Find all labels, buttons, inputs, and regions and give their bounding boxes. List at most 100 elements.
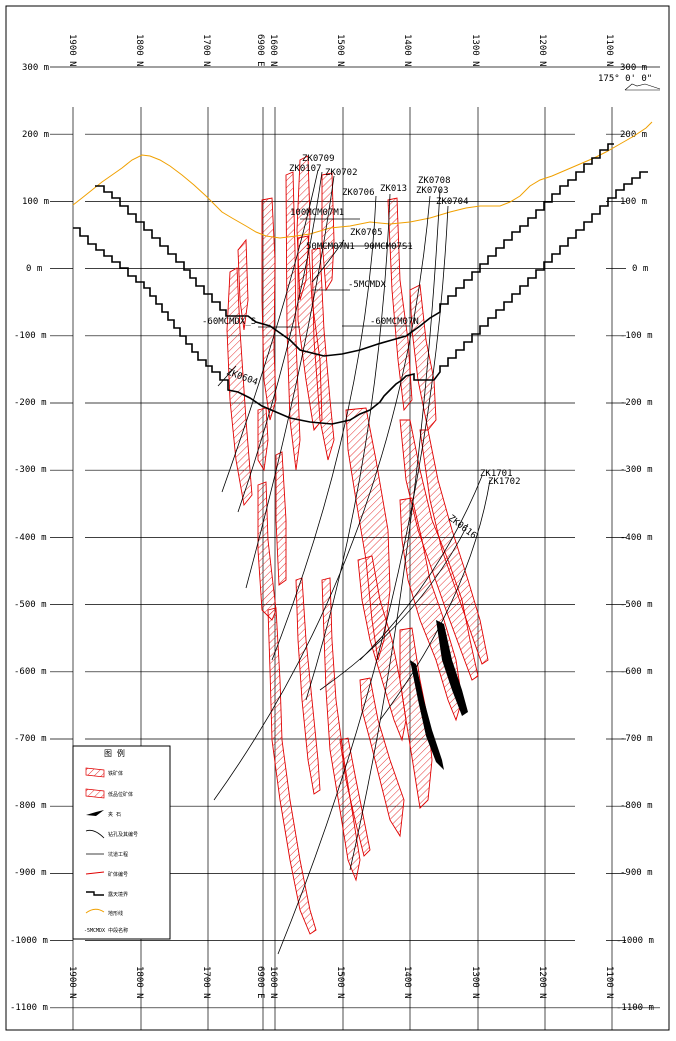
elev-label: -200 m bbox=[14, 398, 47, 408]
drillhole-trace bbox=[277, 205, 449, 955]
pit-outline-lower bbox=[73, 171, 648, 425]
ore-body bbox=[409, 284, 437, 432]
level-lines bbox=[258, 218, 412, 328]
northing-label: 1600 N bbox=[268, 966, 278, 999]
legend-item: 夹 石 bbox=[108, 811, 121, 818]
northing-label: 1500 N bbox=[335, 34, 345, 67]
elev-label: 0 m bbox=[632, 264, 648, 274]
drillhole-label: ZK013 bbox=[380, 184, 407, 194]
legend-swatch-pit bbox=[86, 891, 104, 896]
ore-body bbox=[296, 155, 311, 301]
elev-label: -1000 m bbox=[616, 936, 654, 946]
legend-swatch-lowgrade bbox=[85, 788, 105, 799]
elev-label: -1100 m bbox=[10, 1003, 48, 1013]
ore-body bbox=[257, 407, 269, 472]
elev-label: 300 m bbox=[620, 63, 647, 73]
legend-item: -5MCMDX 中段名称 bbox=[84, 927, 128, 934]
elev-label: -1000 m bbox=[10, 936, 48, 946]
ore-body bbox=[267, 607, 317, 935]
northing-label: 1100 N bbox=[604, 34, 614, 67]
ore-body bbox=[237, 238, 249, 331]
outer-frame bbox=[5, 5, 670, 1031]
drillhole-trace bbox=[245, 175, 335, 589]
ore-body bbox=[321, 577, 361, 882]
drillholes bbox=[213, 169, 491, 955]
elev-label: -800 m bbox=[14, 801, 47, 811]
barren-inclusions bbox=[410, 620, 468, 770]
elev-label: -100 m bbox=[14, 331, 47, 341]
ore-body bbox=[321, 172, 335, 292]
elev-label: -400 m bbox=[620, 533, 653, 543]
legend-swatch-barren bbox=[86, 810, 104, 816]
elev-label: 0 m bbox=[26, 264, 42, 274]
elev-label: -600 m bbox=[620, 667, 653, 677]
level-label: -60MCM07N bbox=[370, 317, 419, 327]
ore-body bbox=[387, 197, 413, 412]
legend-item: 铁矿体 bbox=[108, 770, 123, 777]
ore-body bbox=[357, 555, 407, 742]
drillhole-label: ZK0705 bbox=[350, 228, 383, 238]
legend-title: 图 例 bbox=[104, 748, 125, 758]
azimuth-indicator: 175° 0' 0" bbox=[598, 74, 661, 91]
drillhole-trace bbox=[305, 193, 391, 701]
ore-body bbox=[295, 577, 321, 795]
drillhole-trace bbox=[271, 195, 377, 661]
elev-label: -200 m bbox=[620, 398, 653, 408]
northing-label: 1400 N bbox=[402, 34, 412, 67]
ore-body bbox=[419, 429, 489, 665]
northing-label: 1700 N bbox=[201, 34, 211, 67]
legend-swatch-drillhole bbox=[85, 829, 105, 839]
elev-label: -400 m bbox=[14, 533, 47, 543]
drillhole-trace bbox=[379, 479, 491, 721]
elev-label: -300 m bbox=[620, 465, 653, 475]
elev-label: 100 m bbox=[22, 197, 49, 207]
northing-label: 1900 N bbox=[67, 34, 77, 67]
elev-label: -900 m bbox=[14, 868, 47, 878]
elevation-labels-left: 300 m 200 m 100 m 0 m -100 m -200 m -300… bbox=[10, 63, 49, 1013]
drillhole-label: ZK0708 bbox=[418, 176, 451, 186]
elev-label: -300 m bbox=[14, 465, 47, 475]
drillhole-trace bbox=[221, 169, 319, 493]
ore-body bbox=[275, 451, 287, 586]
elev-label: -500 m bbox=[14, 600, 47, 610]
legend-swatch-topo bbox=[85, 908, 105, 914]
drillhole-trace bbox=[319, 523, 469, 691]
level-label: 100MCM07M1 bbox=[290, 208, 344, 218]
ore-body bbox=[399, 627, 433, 809]
level-label: 50MCM07N1 bbox=[306, 242, 355, 252]
northing-label: 1400 N bbox=[402, 966, 412, 999]
elevation-labels-right: 300 m 200 m 100 m 0 m -100 m -200 m -300… bbox=[616, 63, 654, 1013]
elev-label: -700 m bbox=[620, 734, 653, 744]
drillhole-label: ZK0703 bbox=[416, 186, 449, 196]
northing-labels-bottom: 1900 N 1800 N 1700 N 6900 E 1600 N 1500 … bbox=[67, 966, 614, 999]
azimuth-label: 175° 0' 0" bbox=[598, 74, 652, 84]
legend-item: 坑道工程 bbox=[108, 851, 128, 858]
northing-label: 1700 N bbox=[201, 966, 211, 999]
ore-body bbox=[226, 267, 253, 507]
northing-label: 1300 N bbox=[470, 34, 480, 67]
ore-body bbox=[261, 197, 277, 421]
northing-label: 1800 N bbox=[134, 966, 144, 999]
drillhole-label: ZK0709 bbox=[302, 154, 335, 164]
drillhole-trace bbox=[237, 171, 323, 513]
level-label: -60MCMDX_S bbox=[202, 317, 256, 327]
ore-body bbox=[285, 171, 301, 471]
legend-item: 矿体编号 bbox=[108, 871, 128, 878]
northing-label: 1600 N bbox=[268, 34, 278, 67]
elev-label: 200 m bbox=[620, 130, 647, 140]
ore-bodies bbox=[226, 155, 489, 935]
pit-outline-upper bbox=[95, 143, 614, 357]
grid bbox=[50, 66, 660, 1030]
legend-item: 低品位矿体 bbox=[108, 791, 133, 798]
drillhole-trace bbox=[311, 239, 345, 283]
northing-label: 1800 N bbox=[134, 34, 144, 67]
elev-label: -500 m bbox=[620, 600, 653, 610]
northing-label: 1200 N bbox=[537, 34, 547, 67]
drillhole-label: ZK0704 bbox=[436, 197, 469, 207]
elev-label: 200 m bbox=[22, 130, 49, 140]
elev-label: -700 m bbox=[14, 734, 47, 744]
northing-label: 1100 N bbox=[604, 966, 614, 999]
elev-label: 100 m bbox=[620, 197, 647, 207]
